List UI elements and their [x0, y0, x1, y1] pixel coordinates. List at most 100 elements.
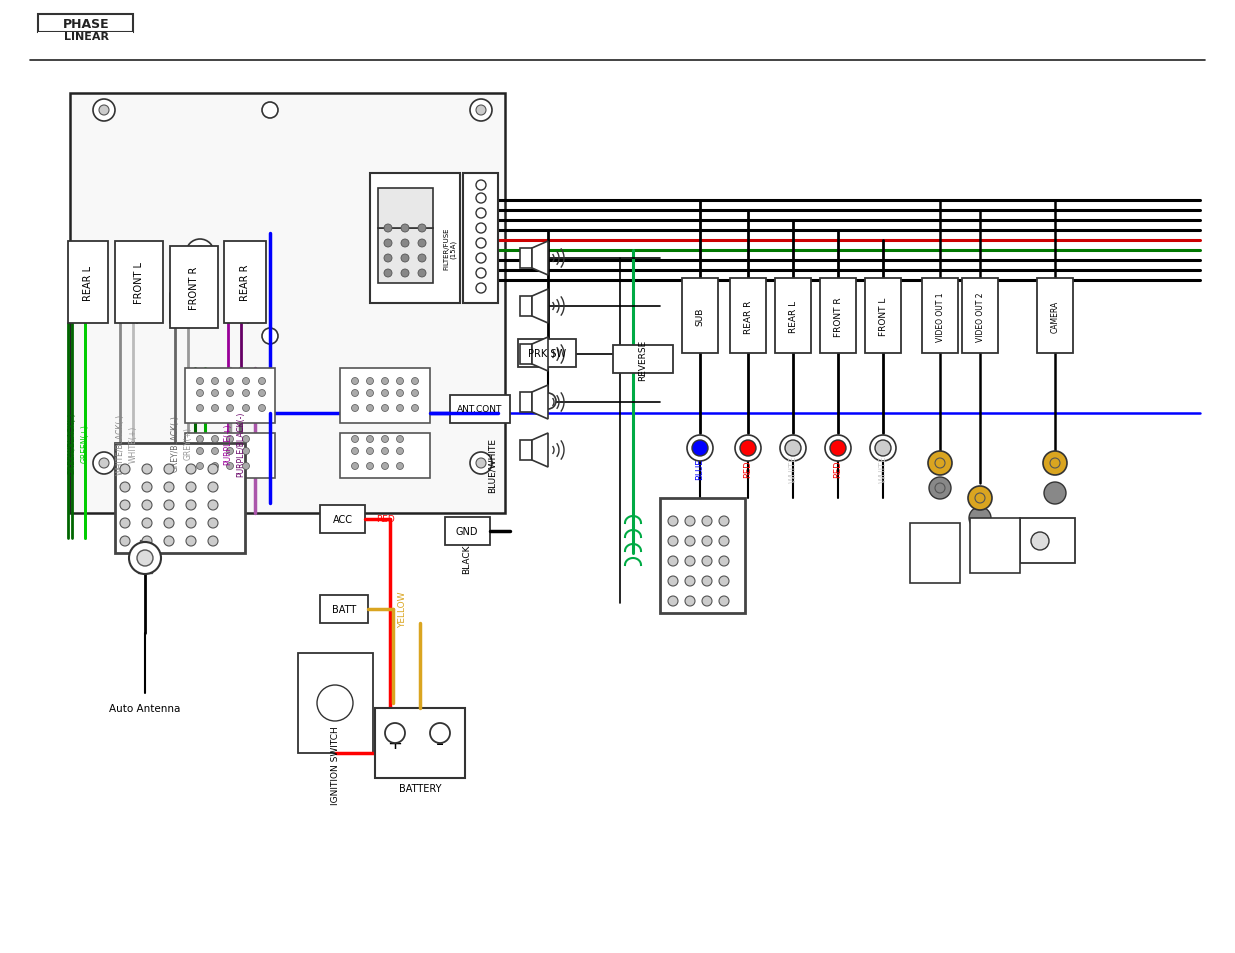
- Bar: [138, 558, 152, 574]
- Circle shape: [701, 517, 713, 526]
- Bar: [445, 517, 490, 545]
- Circle shape: [417, 254, 426, 263]
- Circle shape: [352, 390, 358, 397]
- Circle shape: [196, 436, 204, 443]
- Circle shape: [99, 106, 109, 116]
- Circle shape: [373, 247, 387, 261]
- Circle shape: [475, 181, 487, 191]
- Bar: [68, 242, 107, 324]
- Circle shape: [186, 240, 214, 268]
- Circle shape: [207, 537, 219, 546]
- Circle shape: [186, 482, 196, 493]
- Circle shape: [668, 577, 678, 586]
- Circle shape: [164, 500, 174, 511]
- Text: WHITE: WHITE: [878, 455, 888, 482]
- Circle shape: [740, 440, 756, 456]
- Circle shape: [382, 378, 389, 385]
- Circle shape: [196, 405, 204, 412]
- Circle shape: [935, 483, 945, 494]
- Circle shape: [701, 557, 713, 566]
- Circle shape: [242, 405, 249, 412]
- Circle shape: [668, 537, 678, 546]
- Bar: [140, 540, 149, 558]
- Circle shape: [164, 518, 174, 529]
- Text: FRONT L: FRONT L: [135, 262, 144, 304]
- Circle shape: [120, 464, 130, 475]
- Bar: [38, 33, 133, 49]
- Circle shape: [719, 537, 729, 546]
- Bar: [864, 278, 902, 354]
- Circle shape: [825, 436, 851, 461]
- Circle shape: [367, 436, 373, 443]
- Circle shape: [974, 494, 986, 503]
- Circle shape: [869, 436, 897, 461]
- Circle shape: [417, 270, 426, 277]
- Circle shape: [401, 270, 409, 277]
- Bar: [115, 443, 245, 554]
- Circle shape: [367, 448, 373, 455]
- Text: IGNITION SWITCH: IGNITION SWITCH: [331, 726, 340, 804]
- Text: WHITE: WHITE: [788, 455, 798, 482]
- Circle shape: [685, 597, 695, 606]
- Circle shape: [411, 390, 419, 397]
- Text: BLACK: BLACK: [462, 543, 472, 573]
- Circle shape: [1044, 452, 1067, 476]
- Bar: [1037, 278, 1073, 354]
- Text: VIDEO OUT 2: VIDEO OUT 2: [976, 292, 984, 341]
- Circle shape: [211, 448, 219, 455]
- Text: REAR R: REAR R: [743, 300, 752, 334]
- Circle shape: [262, 329, 278, 345]
- Circle shape: [242, 436, 249, 443]
- Text: Auto Antenna: Auto Antenna: [110, 703, 180, 713]
- Circle shape: [382, 448, 389, 455]
- Circle shape: [719, 597, 729, 606]
- Circle shape: [475, 209, 487, 219]
- Bar: [185, 434, 275, 478]
- Text: REVERSE: REVERSE: [638, 339, 647, 380]
- Circle shape: [685, 537, 695, 546]
- Circle shape: [384, 270, 391, 277]
- Circle shape: [668, 517, 678, 526]
- Circle shape: [317, 685, 353, 721]
- Circle shape: [475, 269, 487, 278]
- Circle shape: [396, 463, 404, 470]
- Bar: [910, 523, 960, 583]
- Circle shape: [876, 440, 890, 456]
- Circle shape: [382, 390, 389, 397]
- Circle shape: [701, 537, 713, 546]
- Circle shape: [164, 464, 174, 475]
- Circle shape: [352, 436, 358, 443]
- Circle shape: [719, 517, 729, 526]
- Bar: [520, 296, 532, 316]
- Circle shape: [685, 577, 695, 586]
- Circle shape: [367, 390, 373, 397]
- Text: -: -: [436, 733, 445, 753]
- Text: REAR L: REAR L: [788, 300, 798, 333]
- Bar: [375, 708, 466, 779]
- Circle shape: [367, 463, 373, 470]
- Bar: [224, 242, 266, 324]
- Circle shape: [186, 518, 196, 529]
- Circle shape: [196, 463, 204, 470]
- Circle shape: [475, 253, 487, 264]
- Circle shape: [128, 542, 161, 575]
- Circle shape: [929, 477, 951, 499]
- Circle shape: [367, 378, 373, 385]
- Bar: [520, 249, 532, 269]
- Circle shape: [226, 378, 233, 385]
- Text: GREY(+): GREY(+): [184, 427, 193, 460]
- Circle shape: [384, 225, 391, 233]
- Circle shape: [701, 597, 713, 606]
- Bar: [170, 247, 219, 329]
- Circle shape: [781, 436, 806, 461]
- Polygon shape: [532, 242, 548, 275]
- Circle shape: [830, 440, 846, 456]
- Circle shape: [262, 103, 278, 119]
- Circle shape: [164, 482, 174, 493]
- Circle shape: [142, 518, 152, 529]
- Polygon shape: [532, 386, 548, 419]
- Text: FRONT R: FRONT R: [834, 297, 842, 336]
- Text: BATTERY: BATTERY: [399, 783, 441, 793]
- Circle shape: [226, 448, 233, 455]
- Text: FRONT R: FRONT R: [189, 266, 199, 310]
